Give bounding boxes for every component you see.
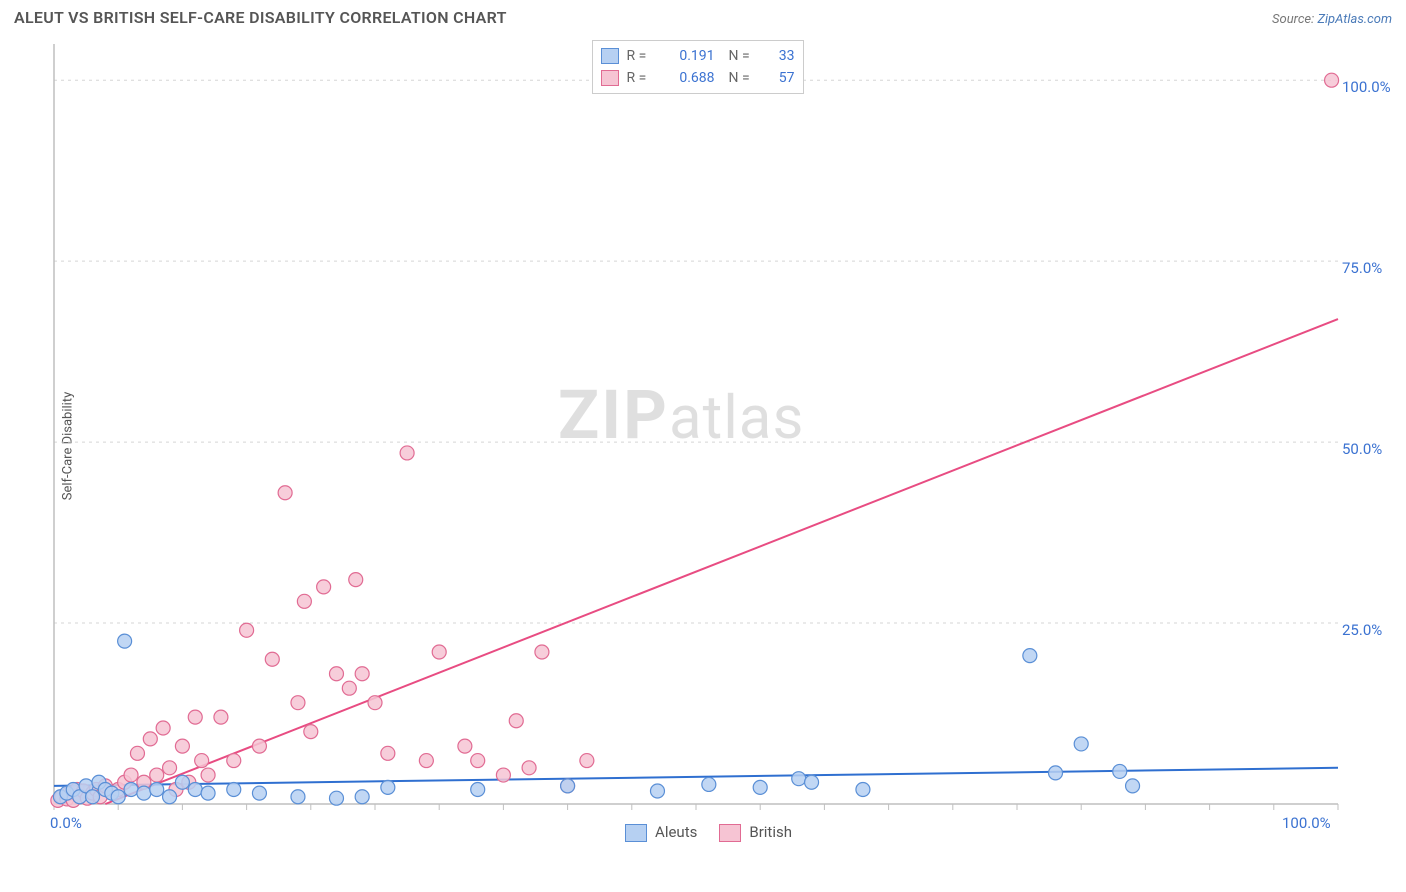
legend-row-aleuts: R =0.191 N =33 [601, 45, 795, 67]
british-swatch [601, 70, 619, 86]
y-tick-label: 25.0% [1342, 621, 1382, 639]
y-tick-label: 100.0% [1342, 78, 1391, 96]
correlation-legend: R =0.191 N =33 R =0.688 N =57 [592, 40, 804, 94]
source-link[interactable]: ZipAtlas.com [1317, 12, 1392, 27]
plot-area: ZIPatlas R =0.191 N =33 R =0.688 N =57 A… [48, 36, 1390, 842]
y-tick-label: 50.0% [1342, 440, 1382, 458]
series-legend: Aleuts British [625, 823, 792, 842]
legend-item-aleuts: Aleuts [625, 823, 697, 842]
aleuts-swatch [601, 48, 619, 64]
scatter-plot-svg [48, 36, 1390, 842]
x-tick-label: 0.0% [50, 814, 82, 832]
y-tick-label: 75.0% [1342, 259, 1382, 277]
x-tick-label: 100.0% [1282, 814, 1331, 832]
source-attribution: Source: ZipAtlas.com [1272, 12, 1392, 27]
legend-item-british: British [719, 823, 792, 842]
chart-title: ALEUT VS BRITISH SELF-CARE DISABILITY CO… [14, 8, 507, 27]
legend-row-british: R =0.688 N =57 [601, 67, 795, 89]
